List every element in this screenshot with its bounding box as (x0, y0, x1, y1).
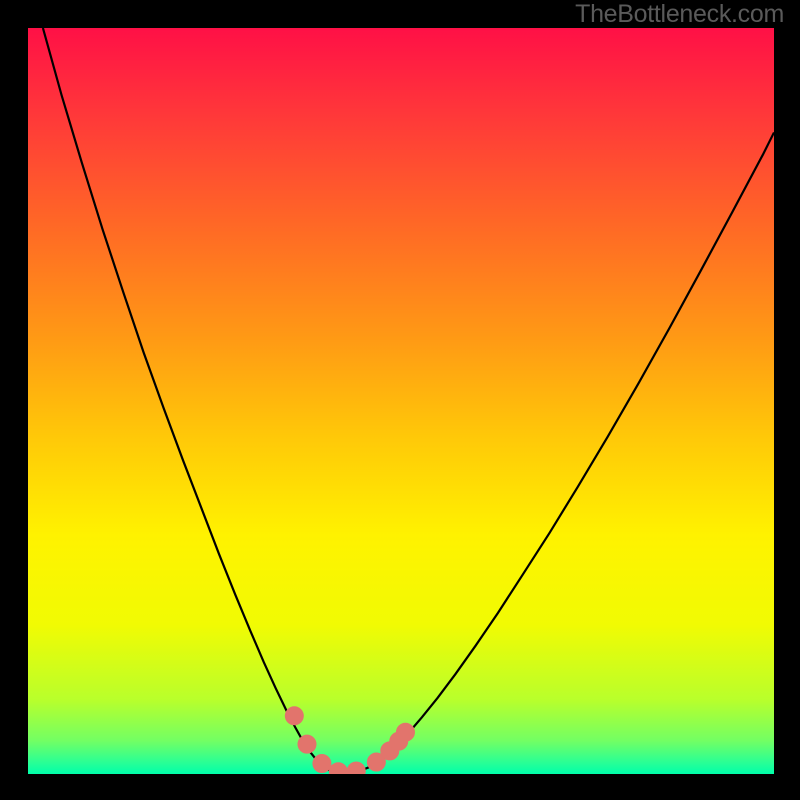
bottleneck-chart (0, 0, 800, 800)
curve-marker (313, 755, 331, 773)
curve-marker (329, 763, 347, 781)
curve-marker (396, 723, 414, 741)
plot-background (28, 28, 774, 774)
watermark-text: TheBottleneck.com (575, 0, 784, 29)
curve-marker (347, 762, 365, 780)
curve-marker (285, 707, 303, 725)
curve-marker (298, 735, 316, 753)
